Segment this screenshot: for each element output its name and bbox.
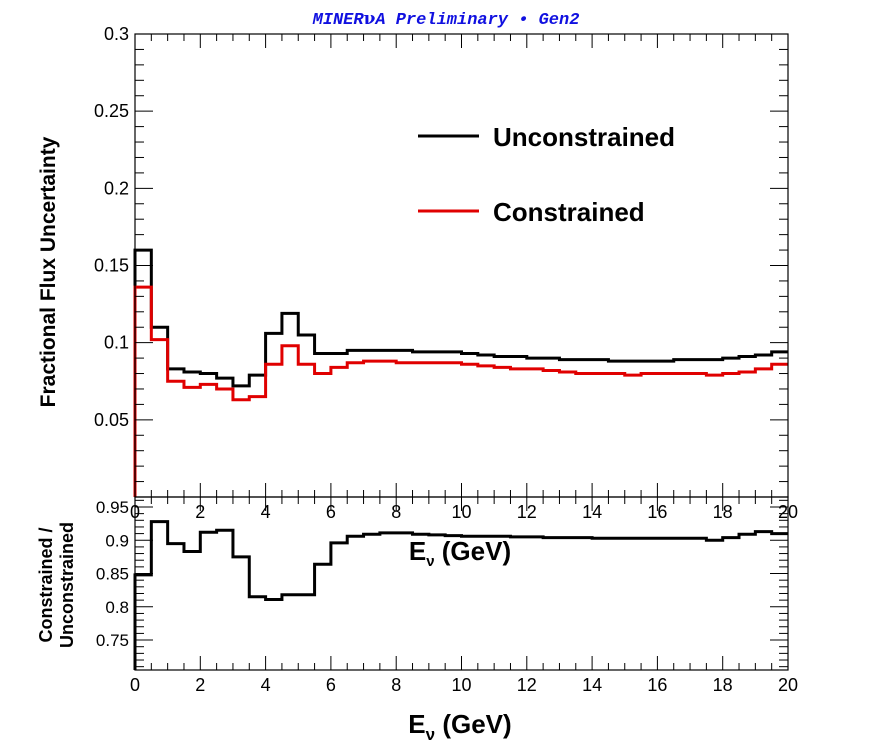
y-tick-label: 0.3	[104, 24, 129, 44]
top-x-axis-label: Eν (GeV)	[409, 536, 511, 570]
banner-rest: A Preliminary • Gen2	[374, 11, 579, 30]
x-tick-label: 18	[713, 502, 733, 522]
x-tick-label: 6	[326, 502, 336, 522]
x-tick-label: 12	[517, 675, 537, 695]
x-tick-label: 2	[195, 502, 205, 522]
bottom-x-tick-labels: 0 2 4 6 8 10 12 14 16 18 20	[130, 675, 798, 695]
x-tick-label: 14	[582, 675, 602, 695]
bottom-panel: 0 2 4 6 8 10 12 14 16 18 20 0.75 0.8 0.85 0.9 0.95 Con…	[36, 496, 798, 744]
y-tick-label: 0.75	[96, 631, 129, 650]
banner-prefix: MINER	[312, 11, 365, 30]
bottom-y-tick-labels: 0.75 0.8 0.85 0.9 0.95	[96, 498, 129, 650]
legend: Unconstrained Constrained	[418, 122, 675, 227]
x-tick-label: 6	[326, 675, 336, 695]
x-tick-label: 20	[778, 675, 798, 695]
x-tick-label: 18	[713, 675, 733, 695]
y-tick-label: 0.2	[104, 178, 129, 198]
x-tick-label: 14	[582, 502, 602, 522]
banner: MINERνA Preliminary • Gen2	[312, 9, 580, 30]
bottom-x-axis-label: Eν (GeV)	[408, 709, 511, 744]
y-tick-label: 0.1	[104, 333, 129, 353]
legend-label-unconstrained: Unconstrained	[493, 122, 675, 152]
banner-nu: ν	[364, 9, 376, 29]
top-y-tick-labels: 0.05 0.1 0.15 0.2 0.25 0.3	[94, 24, 129, 430]
x-tick-label: 12	[517, 502, 537, 522]
series-unconstrained-line	[133, 248, 788, 497]
y-tick-label: 0.85	[96, 565, 129, 584]
bottom-series-group	[133, 520, 788, 670]
bottom-y-axis-label-line1: Constrained /	[36, 527, 56, 642]
x-tick-label: 0	[130, 675, 140, 695]
x-tick-label: 4	[261, 502, 271, 522]
y-tick-label: 0.8	[105, 598, 129, 617]
top-panel: 0 2 4 6 8 10 12 14 16 18 20 0.050.10.150.20.250.3 …	[37, 24, 798, 570]
series-ratio-line	[133, 520, 788, 670]
x-tick-label: 2	[195, 675, 205, 695]
bottom-y-ticks	[135, 499, 788, 668]
top-y-axis-label: Fractional Flux Uncertainty	[37, 136, 60, 407]
x-tick-label: 16	[647, 675, 667, 695]
y-tick-label: 0.05	[94, 410, 129, 430]
x-tick-label: 8	[391, 502, 401, 522]
x-tick-label: 10	[451, 675, 471, 695]
top-x-tick-labels: 0 2 4 6 8 10 12 14 16 18 20	[130, 502, 798, 522]
x-tick-label: 4	[261, 675, 271, 695]
x-tick-label: 8	[391, 675, 401, 695]
y-tick-label: 0.25	[94, 101, 129, 121]
x-tick-label: 16	[647, 502, 667, 522]
legend-label-constrained: Constrained	[493, 197, 645, 227]
bottom-y-axis-label-line2: Unconstrained	[57, 522, 77, 648]
y-tick-label: 0.95	[96, 498, 129, 517]
top-series-group	[133, 248, 788, 497]
series-constrained-line	[133, 285, 788, 497]
top-panel-frame	[134, 33, 789, 498]
x-tick-label: 10	[451, 502, 471, 522]
bottom-panel-frame	[134, 496, 789, 671]
y-tick-label: 0.9	[105, 531, 129, 550]
top-y-ticks	[135, 33, 788, 498]
top-x-ticks	[134, 34, 789, 497]
bottom-x-ticks	[134, 497, 789, 670]
y-tick-label: 0.15	[94, 256, 129, 276]
